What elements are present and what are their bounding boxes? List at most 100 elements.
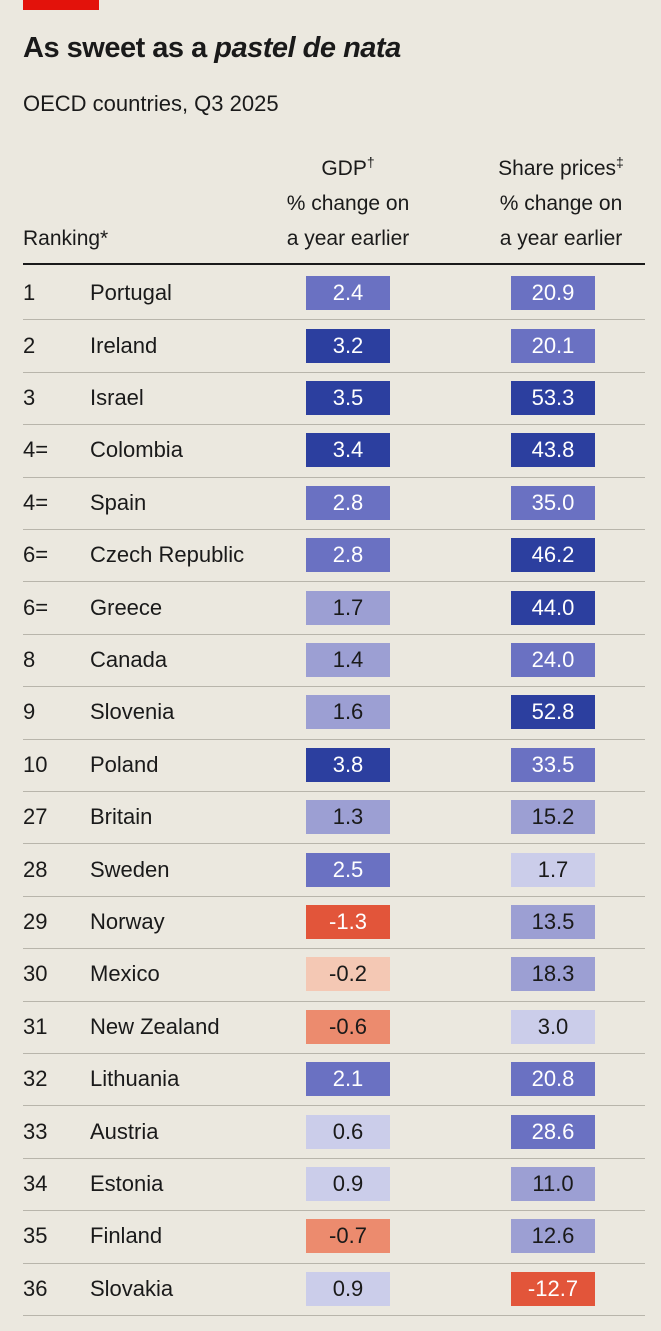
country: New Zealand [90, 1013, 220, 1039]
row-rule [23, 738, 645, 740]
gdp-cell: 2.4 [306, 276, 390, 311]
row-rule [23, 686, 645, 688]
column-title-text: GDP [321, 157, 367, 180]
country: Britain [90, 804, 153, 830]
header-rule [23, 263, 645, 265]
share-cell: 20.8 [511, 1062, 595, 1097]
gdp-cell: -1.3 [306, 905, 390, 939]
gdp-cell: 3.4 [306, 433, 390, 468]
country: Norway [90, 909, 165, 934]
row-rule [23, 633, 645, 635]
country: Canada [90, 647, 168, 672]
share-cell: 12.6 [511, 1219, 595, 1254]
share-cell: 18.3 [511, 957, 595, 992]
rank: 4= [23, 489, 49, 515]
share-cell: 24.0 [511, 643, 595, 677]
rank: 30 [23, 961, 48, 987]
gdp-cell: 1.3 [306, 800, 390, 835]
country: Sweden [90, 856, 170, 882]
country: Czech Republic [90, 542, 245, 568]
row-rule [23, 319, 645, 321]
gdp-cell: 2.5 [306, 852, 390, 887]
column-subtitle: a year earlier [286, 227, 410, 250]
column-title-text: Share prices [498, 157, 617, 180]
gdp-cell: 2.8 [306, 485, 390, 520]
share-cell: 52.8 [511, 695, 595, 730]
row-rule [23, 1000, 645, 1002]
subtitle: OECD countries, Q3 2025 [23, 91, 279, 116]
gdp-cell: 2.1 [306, 1062, 390, 1097]
share-cell: 15.2 [511, 800, 595, 835]
share-cell: 53.3 [511, 381, 595, 415]
share-cell: 43.8 [511, 433, 595, 468]
row-rule [23, 476, 645, 478]
title-text: As sweet as a [23, 32, 215, 64]
row-rule [23, 529, 645, 530]
share-cell: 20.1 [511, 328, 595, 363]
gdp-cell: 1.6 [306, 695, 390, 730]
row-rule [23, 1157, 645, 1159]
row-rule [23, 948, 645, 950]
share-cell: 11.0 [511, 1167, 595, 1201]
country: Finland [90, 1223, 163, 1249]
share-cell: 3.0 [511, 1009, 595, 1044]
share-cell: 35.0 [511, 485, 595, 520]
gdp-cell: 0.6 [306, 1114, 390, 1149]
row-rule [23, 371, 645, 373]
row-rule [23, 843, 645, 845]
gdp-cell: 3.5 [306, 381, 390, 415]
country: Slovenia [90, 699, 175, 725]
gdp-cell: 1.7 [306, 590, 390, 625]
share-cell: 13.5 [511, 905, 595, 939]
brand-bar [23, 0, 99, 10]
gdp-cell: 0.9 [306, 1167, 390, 1201]
share-cell: 1.7 [511, 852, 595, 887]
gdp-cell: 3.2 [306, 328, 390, 363]
footnote-mark: ‡ [616, 154, 624, 170]
country: Spain [90, 489, 147, 515]
row-rule [23, 1053, 645, 1054]
column-subtitle: % change on [286, 192, 410, 215]
gdp-cell: -0.6 [306, 1009, 390, 1044]
share-cell: 33.5 [511, 747, 595, 782]
gdp-cell: -0.7 [306, 1219, 390, 1254]
share-cell: 44.0 [511, 590, 595, 625]
gdp-cell: 1.4 [306, 643, 390, 677]
column-title: GDP† [248, 154, 448, 181]
country: Colombia [90, 437, 183, 463]
rank: 34 [23, 1171, 48, 1196]
rank: 1 [23, 280, 36, 306]
row-rule [23, 424, 645, 426]
country: Greece [90, 594, 163, 620]
column-subtitle: a year earlier [499, 227, 623, 250]
rank: 36 [23, 1275, 48, 1301]
rank: 6= [23, 542, 49, 568]
country: Estonia [90, 1171, 164, 1196]
rank: 27 [23, 804, 48, 830]
country: Israel [90, 385, 144, 410]
rank: 4= [23, 437, 49, 463]
row-rule [23, 895, 645, 897]
country: Portugal [90, 280, 172, 306]
country: Poland [90, 751, 159, 777]
share-cell: 46.2 [511, 538, 595, 573]
country: Mexico [90, 961, 160, 987]
gdp-cell: 0.9 [306, 1271, 390, 1306]
row-rule [23, 1262, 645, 1264]
ranking-header: Ranking* [23, 227, 109, 250]
row-rule [23, 1210, 645, 1212]
rank: 10 [23, 751, 48, 777]
rank: 28 [23, 856, 48, 882]
rank: 29 [23, 909, 48, 934]
row-rule [23, 791, 645, 792]
rank: 2 [23, 332, 36, 358]
title: As sweet as a pastel de nata [23, 32, 401, 65]
rank: 9 [23, 699, 36, 725]
rank: 6= [23, 594, 49, 620]
country: Slovakia [90, 1275, 174, 1301]
rank: 33 [23, 1118, 48, 1144]
share-cell: 20.9 [511, 276, 595, 311]
rank: 31 [23, 1013, 48, 1039]
row-rule [23, 581, 645, 583]
